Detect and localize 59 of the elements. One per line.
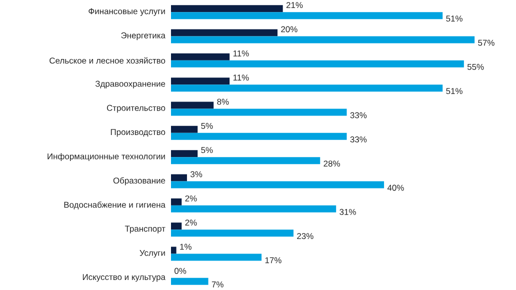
- y-tick-label: Энергетика: [121, 32, 166, 40]
- data-label: 20%: [281, 26, 298, 32]
- bar: [171, 254, 262, 261]
- data-label: 21%: [286, 2, 303, 8]
- y-tick-label: Искусство и культура: [82, 274, 166, 282]
- data-label: 40%: [387, 184, 404, 191]
- y-tick-label: Финансовые услуги: [88, 8, 165, 16]
- bar: [171, 246, 176, 254]
- data-label: 17%: [265, 257, 282, 264]
- y-tick-label: Строительство: [106, 104, 166, 113]
- data-label: 7%: [212, 281, 224, 288]
- bar: [171, 78, 230, 85]
- data-label: 3%: [190, 171, 202, 178]
- y-tick-label: Производство: [110, 129, 166, 137]
- bar: [171, 230, 294, 237]
- y-tick-label: Услуги: [140, 250, 165, 258]
- data-label: 33%: [350, 112, 367, 118]
- y-tick-label: Сельское и лесное хозяйство: [50, 57, 166, 64]
- bar: [171, 60, 464, 68]
- bar: [171, 102, 214, 109]
- bar: [171, 108, 347, 116]
- bar: [171, 126, 198, 133]
- data-label: 11%: [233, 50, 249, 56]
- y-tick-label: Здравоохранение: [95, 80, 166, 88]
- y-tick-label: Информационные технологии: [48, 153, 165, 162]
- bar: [171, 150, 198, 158]
- bar: [171, 205, 336, 212]
- bar: [171, 12, 443, 20]
- data-label: 57%: [478, 40, 494, 46]
- data-label: 28%: [324, 160, 340, 167]
- y-tick-label: Транспорт: [124, 226, 166, 234]
- bar: [171, 53, 230, 60]
- bar: [171, 278, 208, 285]
- bar: [171, 181, 384, 188]
- y-tick-label: Образование: [113, 177, 166, 186]
- data-label: 33%: [350, 136, 367, 142]
- data-label: 23%: [297, 233, 314, 240]
- data-label: 0%: [174, 268, 186, 274]
- data-label: 55%: [467, 64, 484, 70]
- bar: [171, 157, 320, 164]
- bar: [171, 222, 182, 230]
- bar: [171, 132, 347, 140]
- data-label: 5%: [201, 122, 213, 129]
- data-label: 5%: [201, 147, 213, 154]
- bar: [171, 5, 283, 12]
- data-label: 31%: [340, 208, 356, 215]
- data-label: 8%: [217, 98, 229, 105]
- bar: [171, 29, 278, 36]
- data-label: 51%: [446, 88, 462, 94]
- bar: [171, 198, 182, 206]
- data-label: 2%: [185, 220, 197, 226]
- data-label: 2%: [185, 195, 197, 202]
- y-tick-label: Водоснабжение и гигиена: [64, 201, 166, 210]
- data-label: 51%: [446, 16, 462, 22]
- data-label: 1%: [180, 244, 192, 250]
- data-label: 11%: [233, 74, 249, 81]
- bar: [171, 36, 475, 44]
- bar: [171, 84, 443, 92]
- bar: [171, 174, 187, 182]
